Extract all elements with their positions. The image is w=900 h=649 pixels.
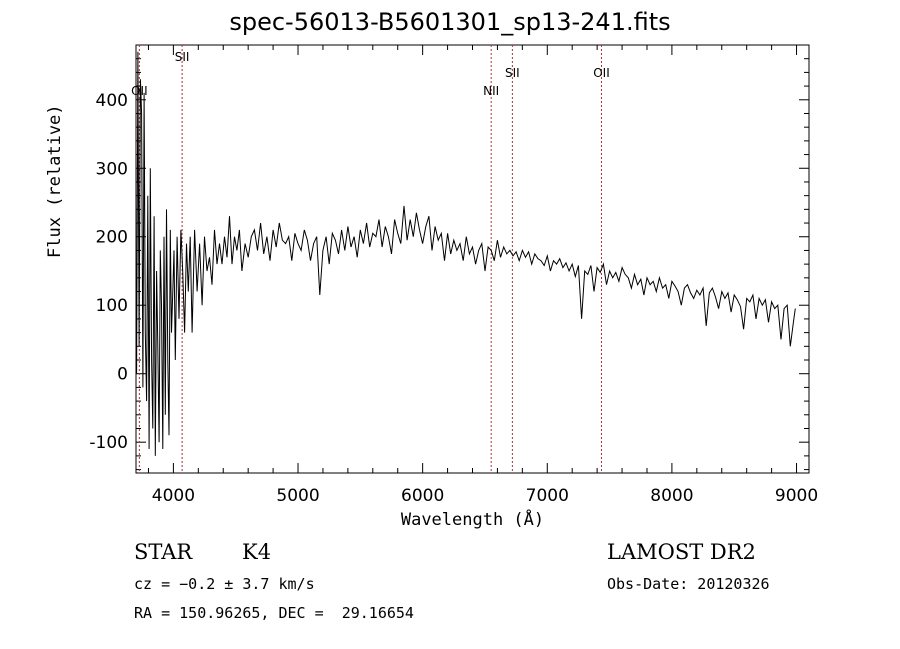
object-class: STAR [134,540,193,564]
minor-ticks [136,44,809,473]
x-tick-label: 8000 [650,486,693,506]
y-axis-label: Flux (relative) [45,104,65,258]
observation-date: Obs-Date: 20120326 [607,575,770,593]
chart-title: spec-56013-B5601301_sp13-241.fits [229,8,671,36]
x-tick-label: 9000 [775,486,818,506]
spectrum-line [136,51,796,456]
y-tick-label: 400 [96,91,128,111]
object-subclass: K4 [242,540,272,564]
ra-dec: RA = 150.96265, DEC = 29.16654 [134,604,414,622]
plot-frame [135,44,810,474]
y-tick-label: -100 [89,433,128,453]
reference-line-label: OII [131,84,148,98]
major-ticks [136,45,809,473]
reference-line-label: OII [593,66,610,80]
y-tick-label: 100 [96,296,128,316]
y-tick-label: 300 [96,159,128,179]
redshift-cz: cz = −0.2 ± 3.7 km/s [134,575,315,593]
x-tick-label: 7000 [526,486,569,506]
reference-line-label: SII [505,66,520,80]
x-tick-label: 6000 [401,486,444,506]
survey-name: LAMOST DR2 [607,540,756,564]
y-tick-label: 0 [117,365,128,385]
x-axis-label: Wavelength (Å) [400,510,545,530]
y-tick-label: 200 [96,228,128,248]
reference-line-label: SII [175,50,190,64]
reference-line-label: NII [483,84,499,98]
x-tick-label: 4000 [152,486,195,506]
x-tick-label: 5000 [276,486,319,506]
